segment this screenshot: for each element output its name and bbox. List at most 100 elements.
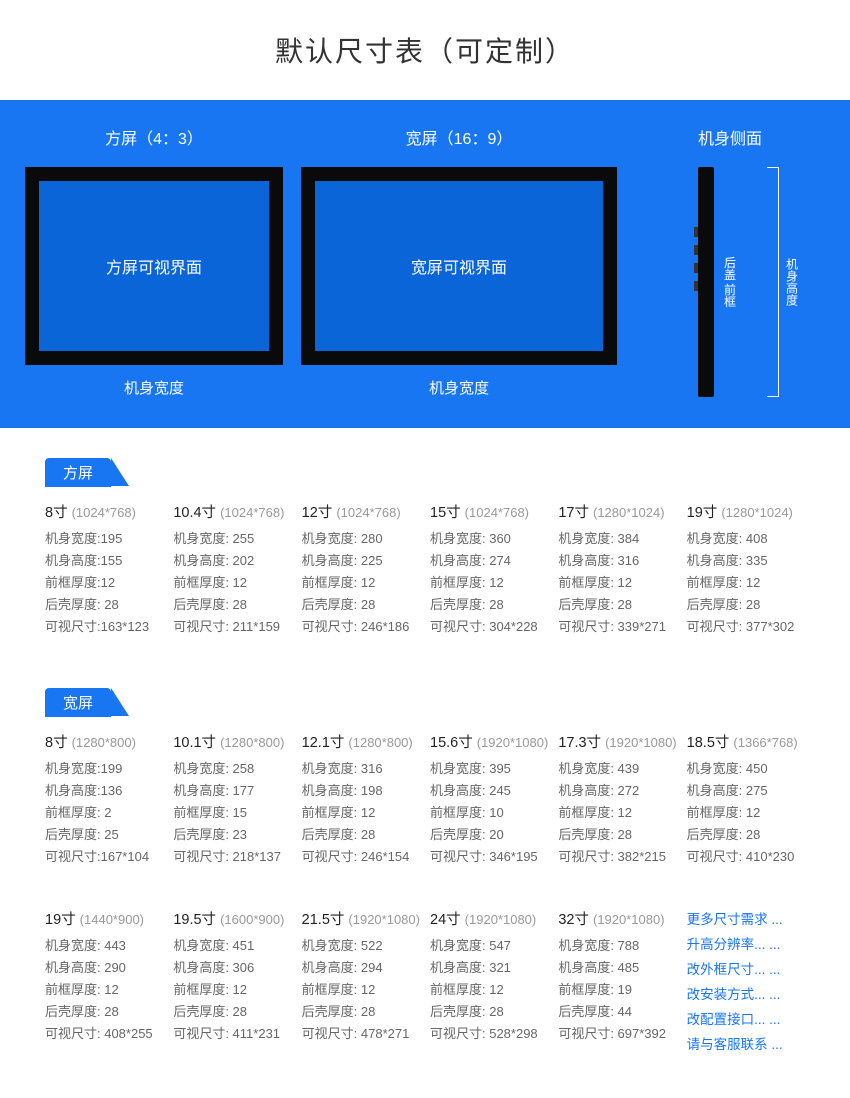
spec-view: 可视尺寸: 246*154 — [302, 846, 420, 868]
spec-height: 机身高度: 274 — [430, 550, 548, 572]
spec-res: (1440*900) — [80, 912, 144, 927]
spec-size: 12.1寸 (1280*800) — [302, 731, 420, 756]
spec-size: 19寸 (1440*900) — [45, 908, 163, 933]
spec-res: (1280*1024) — [721, 505, 793, 520]
spec-view: 可视尺寸: 339*271 — [558, 616, 676, 638]
spec-back: 后壳厚度: 25 — [45, 824, 163, 846]
spec-cell: 10.1寸 (1280*800)机身宽度: 258机身高度: 177前框厚度: … — [173, 731, 291, 868]
spec-height: 机身高度: 272 — [558, 780, 676, 802]
spec-width: 机身宽度: 316 — [302, 758, 420, 780]
spec-res: (1280*800) — [348, 735, 412, 750]
spec-height: 机身高度: 485 — [558, 957, 676, 979]
spec-front: 前框厚度: 12 — [430, 979, 548, 1001]
spec-height: 机身高度: 335 — [687, 550, 805, 572]
wide-tab: 宽屏 — [45, 688, 111, 717]
spec-cell: 17.3寸 (1920*1080)机身宽度: 439机身高度: 272前框厚度:… — [558, 731, 676, 868]
spec-width: 机身宽度: 280 — [302, 528, 420, 550]
spec-width: 机身宽度: 451 — [173, 935, 291, 957]
spec-front: 前框厚度: 12 — [173, 572, 291, 594]
spec-height: 机身高度: 202 — [173, 550, 291, 572]
spec-front: 前框厚度: 12 — [687, 802, 805, 824]
spec-height: 机身高度: 290 — [45, 957, 163, 979]
spec-width: 机身宽度:195 — [45, 528, 163, 550]
spec-height: 机身高度:155 — [45, 550, 163, 572]
spec-cell: 12寸 (1024*768)机身宽度: 280机身高度: 225前框厚度: 12… — [302, 501, 420, 638]
page-title: 默认尺寸表（可定制） — [0, 0, 850, 100]
spec-res: (1920*1080) — [477, 735, 549, 750]
spec-cell: 8寸 (1280*800)机身宽度:199机身高度:136前框厚度: 2后壳厚度… — [45, 731, 163, 868]
spec-view: 可视尺寸: 377*302 — [687, 616, 805, 638]
spec-size: 10.4寸 (1024*768) — [173, 501, 291, 526]
spec-cell: 15寸 (1024*768)机身宽度: 360机身高度: 274前框厚度: 12… — [430, 501, 548, 638]
wide-label: 宽屏（16：9） — [406, 125, 513, 149]
spec-front: 前框厚度: 10 — [430, 802, 548, 824]
spec-front: 前框厚度: 15 — [173, 802, 291, 824]
spec-cell: 21.5寸 (1920*1080)机身宽度: 522机身高度: 294前框厚度:… — [302, 908, 420, 1058]
spec-front: 前框厚度: 12 — [45, 979, 163, 1001]
spec-cell: 24寸 (1920*1080)机身宽度: 547机身高度: 321前框厚度: 1… — [430, 908, 548, 1058]
spec-front: 前框厚度: 12 — [302, 572, 420, 594]
spec-res: (1600*900) — [220, 912, 284, 927]
more-link[interactable]: 请与客服联系 ... — [687, 1033, 805, 1058]
spec-height: 机身高度: 294 — [302, 957, 420, 979]
side-text-height: 机身高度 — [784, 258, 801, 306]
more-link[interactable]: 改安装方式... ... — [687, 983, 805, 1008]
spec-view: 可视尺寸: 697*392 — [558, 1023, 676, 1045]
more-link[interactable]: 改配置接口... ... — [687, 1008, 805, 1033]
spec-res: (1920*1080) — [605, 735, 677, 750]
spec-res: (1280*800) — [220, 735, 284, 750]
more-link[interactable]: 升高分辨率... ... — [687, 933, 805, 958]
wide-section: 宽屏 8寸 (1280*800)机身宽度:199机身高度:136前框厚度: 2后… — [45, 688, 805, 1058]
side-label: 机身侧面 — [698, 125, 762, 149]
spec-view: 可视尺寸: 411*231 — [173, 1023, 291, 1045]
hero-section: 方屏（4：3） 方屏可视界面 机身宽度 宽屏（16：9） 宽屏可视界面 机身宽度… — [0, 100, 850, 428]
spec-cell: 19寸 (1280*1024)机身宽度: 408机身高度: 335前框厚度: 1… — [687, 501, 805, 638]
spec-height: 机身高度: 321 — [430, 957, 548, 979]
spec-back: 后壳厚度: 28 — [687, 824, 805, 846]
spec-res: (1024*768) — [72, 505, 136, 520]
spec-width: 机身宽度: 408 — [687, 528, 805, 550]
spec-res: (1920*1080) — [348, 912, 420, 927]
spec-size: 8寸 (1024*768) — [45, 501, 163, 526]
square-grid: 8寸 (1024*768)机身宽度:195机身高度:155前框厚度:12后壳厚度… — [45, 501, 805, 638]
side-measure-line — [771, 167, 779, 397]
spec-cell: 18.5寸 (1366*768)机身宽度: 450机身高度: 275前框厚度: … — [687, 731, 805, 868]
spec-front: 前框厚度:12 — [45, 572, 163, 594]
spec-cell: 32寸 (1920*1080)机身宽度: 788机身高度: 485前框厚度: 1… — [558, 908, 676, 1058]
spec-height: 机身高度: 245 — [430, 780, 548, 802]
spec-size: 10.1寸 (1280*800) — [173, 731, 291, 756]
spec-width: 机身宽度: 258 — [173, 758, 291, 780]
square-width-label: 机身宽度 — [124, 377, 184, 398]
spec-size: 17.3寸 (1920*1080) — [558, 731, 676, 756]
spec-size: 19寸 (1280*1024) — [687, 501, 805, 526]
side-text-inner: 后盖 前框 — [722, 256, 739, 307]
spec-view: 可视尺寸: 410*230 — [687, 846, 805, 868]
spec-cell: 17寸 (1280*1024)机身宽度: 384机身高度: 316前框厚度: 1… — [558, 501, 676, 638]
wide-screen-frame: 宽屏可视界面 — [301, 167, 617, 365]
more-link[interactable]: 改外框尺寸... ... — [687, 958, 805, 983]
spec-width: 机身宽度: 788 — [558, 935, 676, 957]
spec-width: 机身宽度: 395 — [430, 758, 548, 780]
spec-view: 可视尺寸: 218*137 — [173, 846, 291, 868]
spec-height: 机身高度:136 — [45, 780, 163, 802]
spec-view: 可视尺寸: 246*186 — [302, 616, 420, 638]
spec-back: 后壳厚度: 28 — [45, 1001, 163, 1023]
spec-cell: 19.5寸 (1600*900)机身宽度: 451机身高度: 306前框厚度: … — [173, 908, 291, 1058]
spec-width: 机身宽度: 443 — [45, 935, 163, 957]
spec-height: 机身高度: 316 — [558, 550, 676, 572]
wide-width-label: 机身宽度 — [429, 377, 489, 398]
spec-res: (1920*1080) — [593, 912, 665, 927]
spec-height: 机身高度: 275 — [687, 780, 805, 802]
spec-height: 机身高度: 306 — [173, 957, 291, 979]
spec-back: 后壳厚度: 28 — [302, 824, 420, 846]
spec-width: 机身宽度: 450 — [687, 758, 805, 780]
side-diagram: 后盖 前框 机身高度 — [698, 167, 763, 397]
spec-back: 后壳厚度: 28 — [430, 1001, 548, 1023]
spec-front: 前框厚度: 12 — [302, 802, 420, 824]
spec-width: 机身宽度: 360 — [430, 528, 548, 550]
spec-cell: 19寸 (1440*900)机身宽度: 443机身高度: 290前框厚度: 12… — [45, 908, 163, 1058]
more-link[interactable]: 更多尺寸需求 ... — [687, 908, 805, 933]
wide-screen-inner: 宽屏可视界面 — [315, 181, 603, 351]
spec-height: 机身高度: 225 — [302, 550, 420, 572]
spec-res: (1920*1080) — [465, 912, 537, 927]
